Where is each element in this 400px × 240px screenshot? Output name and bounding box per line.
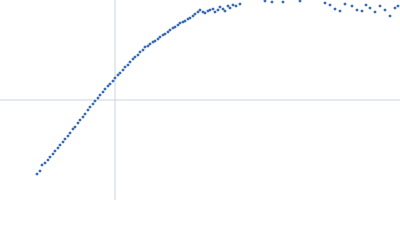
point [93, 99, 97, 103]
point [328, 3, 332, 7]
point [43, 161, 47, 165]
point [333, 7, 337, 11]
point [146, 44, 150, 48]
point [133, 55, 137, 59]
point [118, 71, 122, 75]
point [141, 48, 145, 52]
point [35, 172, 39, 176]
point [323, 1, 327, 5]
point [183, 19, 187, 23]
point [96, 96, 100, 100]
point [103, 87, 107, 91]
point [298, 0, 302, 3]
point [51, 152, 55, 156]
point [196, 10, 200, 14]
point [78, 118, 82, 122]
point [46, 158, 50, 162]
point [163, 32, 167, 36]
point [53, 149, 57, 153]
point [123, 65, 127, 69]
point [211, 7, 215, 11]
point [108, 82, 112, 86]
point [198, 8, 202, 12]
point [226, 4, 230, 8]
point [396, 4, 400, 8]
point [228, 6, 232, 10]
point [58, 143, 62, 147]
point [111, 79, 115, 83]
point [166, 30, 170, 34]
point [113, 76, 117, 80]
point [173, 25, 177, 29]
point [121, 68, 125, 72]
point [338, 9, 342, 13]
point [193, 12, 197, 16]
point [88, 105, 92, 109]
point [91, 102, 95, 106]
point [178, 21, 182, 25]
point [158, 35, 162, 39]
point [61, 140, 65, 144]
point [128, 60, 132, 64]
point [138, 50, 142, 54]
point [263, 0, 267, 3]
point [98, 93, 102, 97]
point [208, 8, 212, 12]
point [68, 131, 72, 135]
point [48, 155, 52, 159]
point [221, 7, 225, 11]
point [188, 16, 192, 20]
point [234, 4, 238, 8]
point [40, 163, 44, 167]
point [148, 42, 152, 46]
point [71, 127, 75, 131]
point [106, 84, 110, 88]
point [116, 73, 120, 77]
point [191, 14, 195, 18]
point [343, 2, 347, 6]
point [153, 39, 157, 43]
point [143, 45, 147, 49]
point [216, 8, 220, 12]
point [203, 11, 207, 15]
chart [0, 0, 400, 200]
point [270, 0, 274, 4]
point [355, 8, 359, 12]
point [56, 146, 60, 150]
point [63, 137, 67, 141]
point [83, 112, 87, 116]
point [231, 3, 235, 7]
point [393, 6, 397, 10]
point [350, 4, 354, 8]
point [223, 9, 227, 13]
point [101, 90, 105, 94]
point [368, 6, 372, 10]
point [73, 125, 77, 129]
point [364, 3, 368, 7]
point [383, 8, 387, 12]
point [168, 28, 172, 32]
point [76, 121, 80, 125]
point [38, 169, 42, 173]
point [388, 14, 392, 18]
point [378, 4, 382, 8]
point [126, 63, 130, 67]
point [176, 23, 180, 27]
point [238, 2, 242, 6]
point [81, 115, 85, 119]
point [131, 57, 135, 61]
point [156, 37, 160, 41]
point [136, 53, 140, 57]
point [218, 5, 222, 9]
point [373, 10, 377, 14]
point [66, 134, 70, 138]
point [86, 108, 90, 112]
point [360, 9, 364, 13]
point [281, 0, 285, 4]
point [213, 10, 217, 14]
